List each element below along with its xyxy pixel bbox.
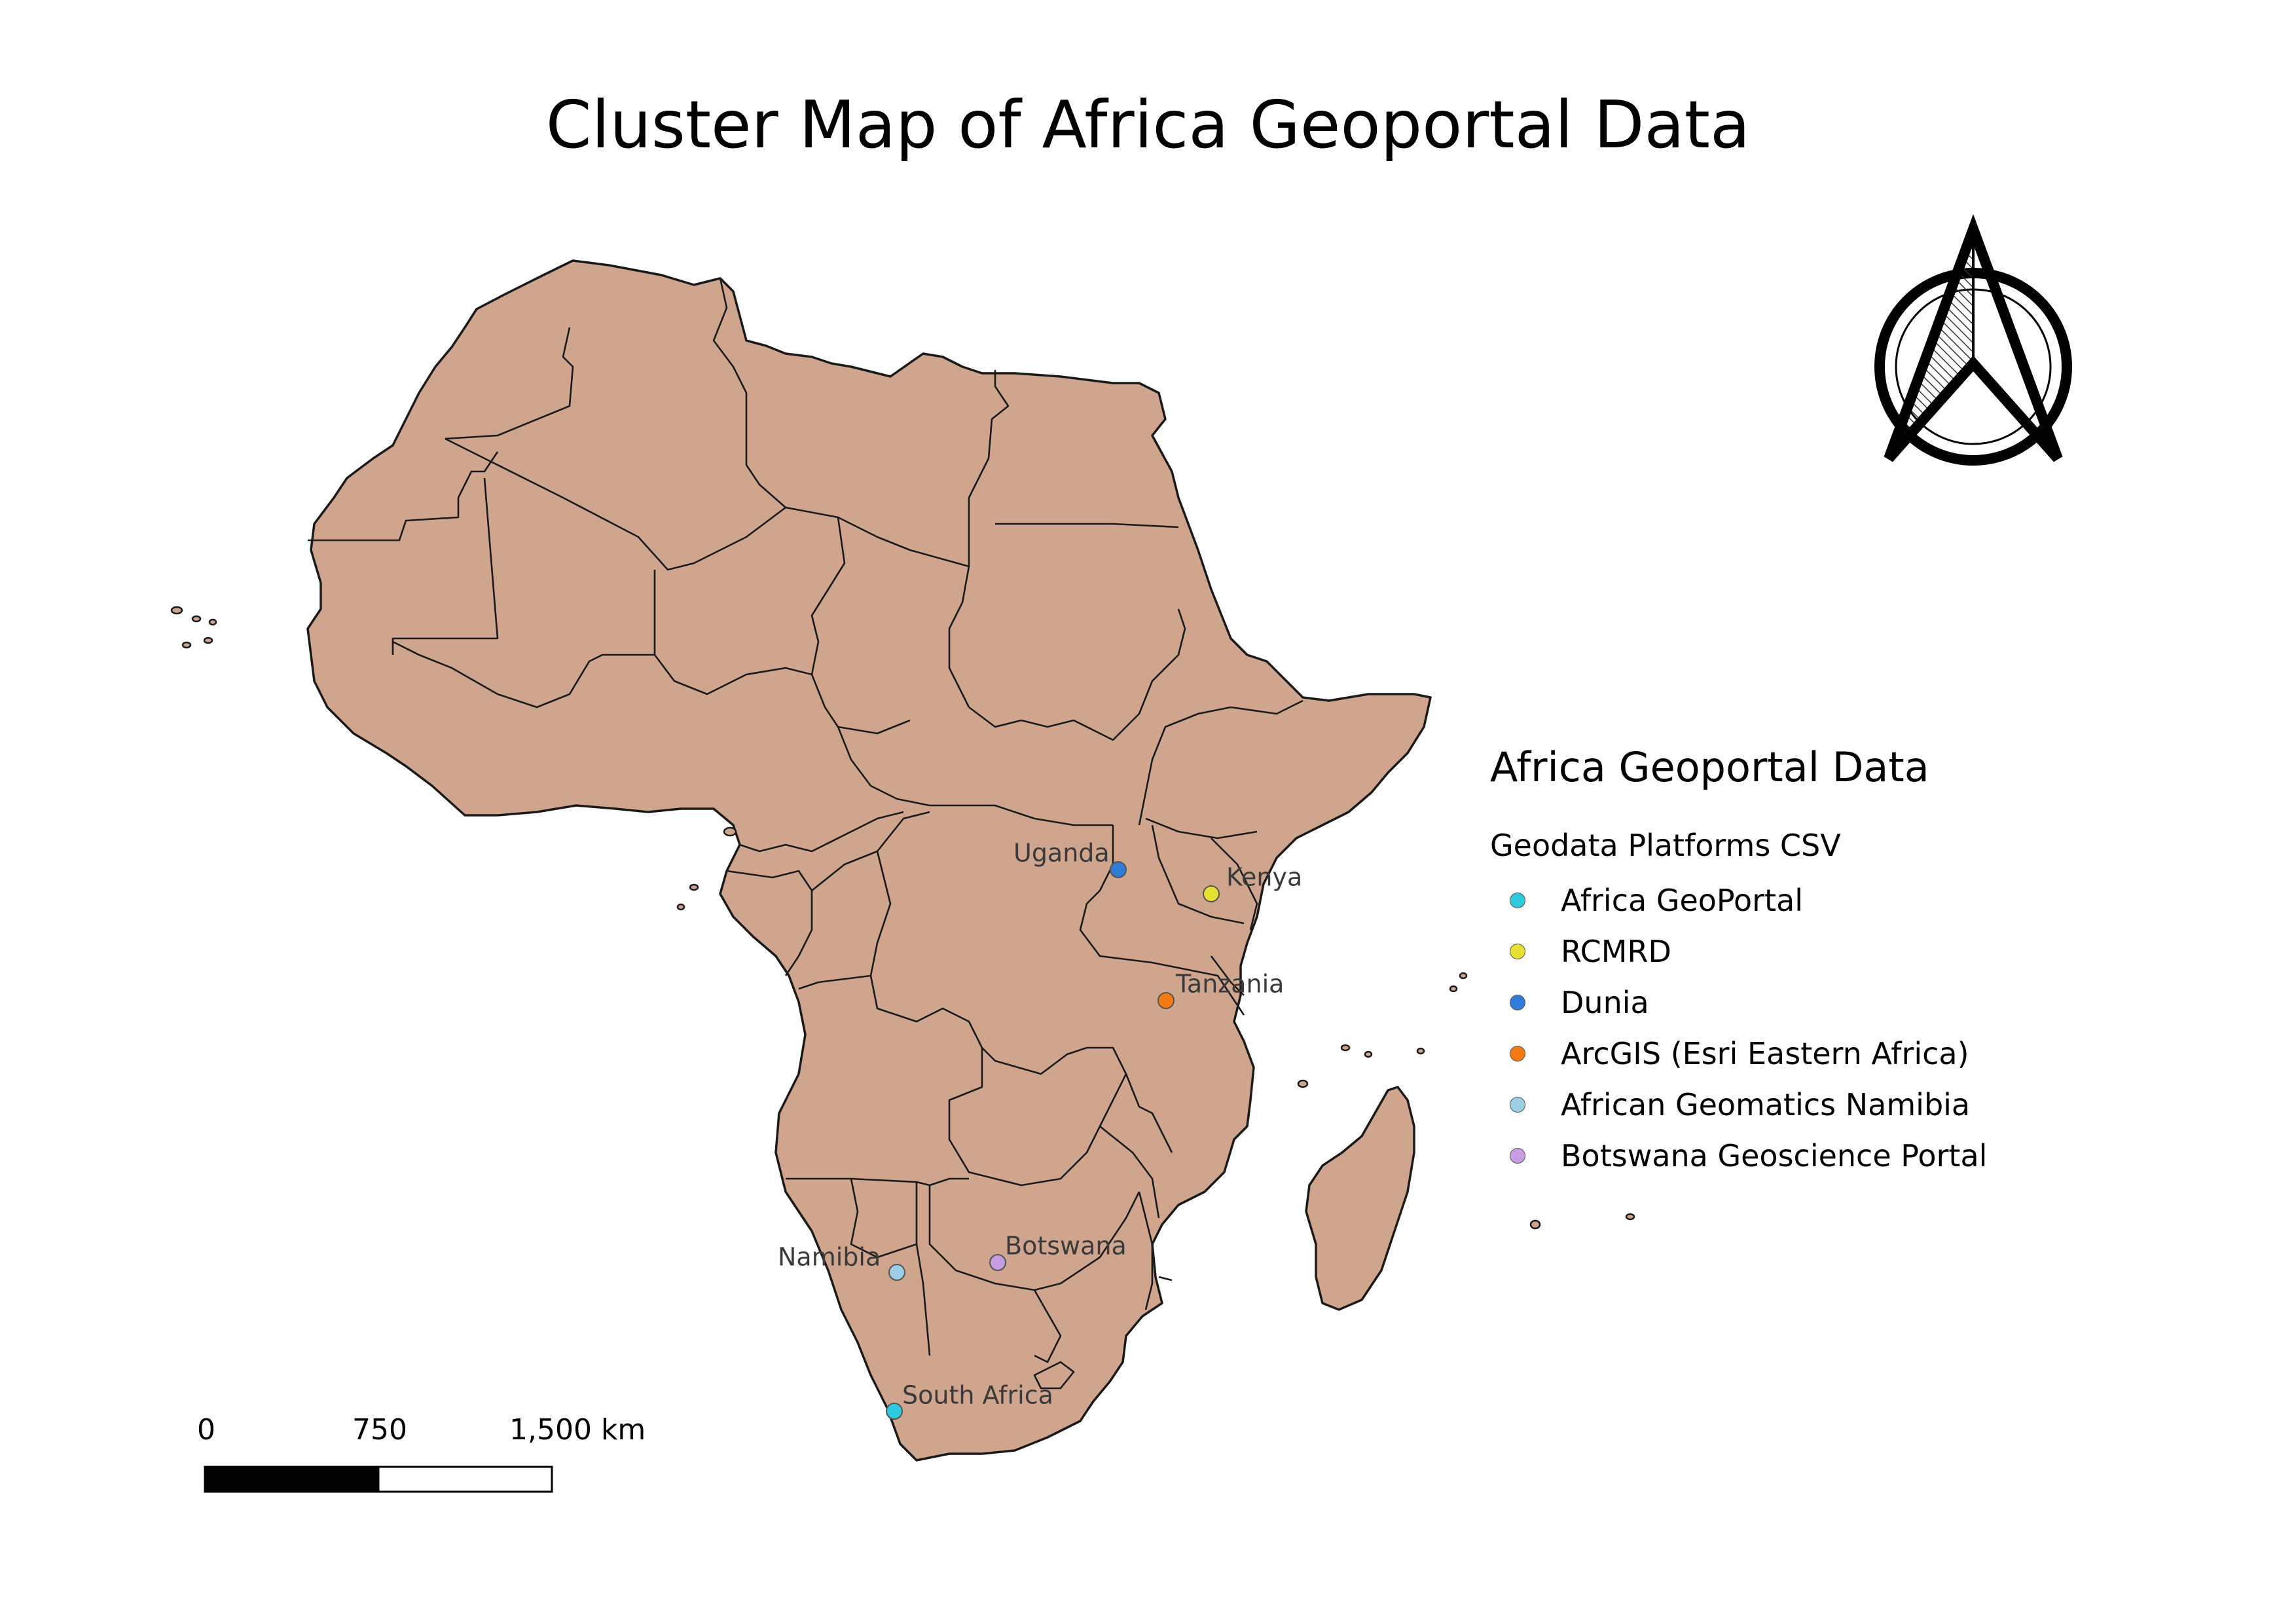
small-islands: [170, 606, 1635, 1230]
map-point-marker: [1157, 992, 1175, 1009]
legend-swatch-icon: [1510, 893, 1525, 908]
legend-item: African Geomatics Namibia: [1490, 1079, 1987, 1130]
map-title: Cluster Map of Africa Geoportal Data: [545, 86, 1751, 163]
map-point-label: South Africa: [902, 1381, 1053, 1410]
legend-swatch-icon: [1510, 1046, 1525, 1061]
legend-title: Africa Geoportal Data: [1490, 743, 1929, 791]
legend-item-label: ArcGIS (Esri Eastern Africa): [1561, 1036, 1969, 1071]
legend-swatch-icon: [1510, 995, 1525, 1010]
scale-bar-segment-black: [204, 1466, 380, 1493]
madagascar: [1305, 1086, 1415, 1311]
map-point-marker: [989, 1254, 1006, 1271]
legend-item-label: Botswana Geoscience Portal: [1561, 1138, 1988, 1173]
legend-subtitle: Geodata Platforms CSV: [1490, 828, 1841, 863]
legend-item: Botswana Geoscience Portal: [1490, 1130, 1987, 1181]
legend-item-label: Africa GeoPortal: [1561, 883, 1804, 918]
map-point-label: Botswana: [1005, 1232, 1127, 1261]
legend-swatch-icon: [1510, 1097, 1525, 1113]
africa-continent: [306, 259, 1432, 1462]
map-point-marker: [886, 1403, 903, 1420]
map-point-label: Uganda: [1013, 839, 1110, 868]
map-point-marker: [1110, 861, 1127, 878]
legend-item: ArcGIS (Esri Eastern Africa): [1490, 1028, 1987, 1079]
map-point-label: Kenya: [1226, 863, 1302, 892]
legend: Africa Geoportal Data Geodata Platforms …: [1490, 743, 1987, 1181]
legend-swatch-icon: [1510, 1148, 1525, 1164]
scale-bar-segment-white: [377, 1466, 553, 1493]
legend-item-label: RCMRD: [1561, 934, 1671, 969]
legend-item: Dunia: [1490, 977, 1987, 1028]
scale-bar-label-1500: 1,500 km: [509, 1413, 646, 1447]
scale-bar-label-750: 750: [352, 1413, 407, 1447]
map-point-label: Tanzania: [1175, 970, 1284, 999]
scale-bar: [204, 1466, 553, 1493]
map-point-marker: [1203, 885, 1220, 902]
legend-swatch-icon: [1510, 944, 1525, 959]
legend-items: Africa GeoPortal RCMRD Dunia ArcGIS (Esri E…: [1490, 875, 1987, 1181]
north-arrow-icon: [1874, 213, 2072, 466]
legend-item: RCMRD: [1490, 926, 1987, 977]
legend-item-label: Dunia: [1561, 985, 1649, 1020]
legend-item: Africa GeoPortal: [1490, 875, 1987, 926]
map-point-label: Namibia: [778, 1243, 881, 1272]
map-point-marker: [888, 1264, 905, 1281]
country-borders: [308, 278, 1303, 1390]
scale-bar-label-0: 0: [197, 1413, 215, 1447]
points-layer: Uganda Kenya Tanzania Namibia Botswana South …: [778, 839, 1302, 1420]
legend-item-label: African Geomatics Namibia: [1561, 1087, 1971, 1122]
africa-landmass: [170, 259, 1635, 1462]
